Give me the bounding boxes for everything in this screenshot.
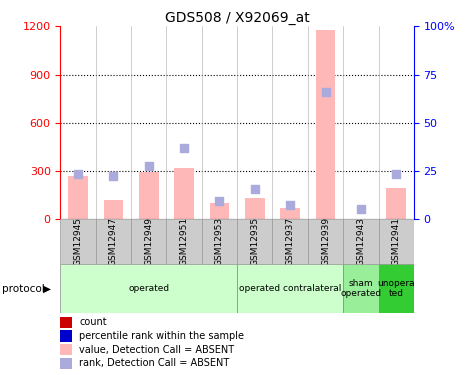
Text: GSM12951: GSM12951 [179,217,189,266]
Bar [60,264,237,313]
Text: count: count [79,317,106,327]
Bar [166,219,202,264]
Bar [386,188,406,219]
Text: sham
operated: sham operated [340,279,381,298]
Bar [60,219,96,264]
Bar [104,200,123,219]
Text: rank, Detection Call = ABSENT: rank, Detection Call = ABSENT [79,358,229,368]
Point [74,171,82,177]
Text: ▶: ▶ [43,284,51,294]
Bar [131,219,166,264]
Text: operated: operated [128,284,169,293]
Bar [280,208,300,219]
Text: GSM12941: GSM12941 [392,217,401,266]
Point [357,206,365,212]
Point [392,171,400,177]
Bar [60,317,72,328]
Text: GSM12947: GSM12947 [109,217,118,266]
Bar [379,219,414,264]
Bar [316,30,335,219]
Point [180,145,188,151]
Text: operated contralateral: operated contralateral [239,284,341,293]
Bar [245,198,265,219]
Point [322,89,329,95]
Bar [60,344,72,355]
Bar [139,172,159,219]
Text: GSM12937: GSM12937 [286,217,295,266]
Bar [68,176,88,219]
Point [145,163,153,169]
Text: GSM12939: GSM12939 [321,217,330,266]
Text: GSM12945: GSM12945 [73,217,83,266]
Text: value, Detection Call = ABSENT: value, Detection Call = ABSENT [79,345,234,355]
Bar [174,168,194,219]
Bar [210,203,229,219]
Title: GDS508 / X92069_at: GDS508 / X92069_at [165,11,310,25]
Bar [202,219,237,264]
Bar [237,219,272,264]
Text: percentile rank within the sample: percentile rank within the sample [79,331,244,341]
Text: GSM12949: GSM12949 [144,217,153,266]
Text: unopera
ted: unopera ted [378,279,415,298]
Text: GSM12943: GSM12943 [356,217,365,266]
Point [286,202,294,208]
Bar [379,264,414,313]
Text: GSM12953: GSM12953 [215,217,224,266]
Bar [96,219,131,264]
Bar [272,219,308,264]
Bar [308,219,343,264]
Point [216,198,223,204]
Bar [343,219,379,264]
Text: GSM12935: GSM12935 [250,217,259,266]
Bar [343,264,379,313]
Bar [60,330,72,342]
Point [251,186,259,192]
Point [110,173,117,179]
Bar [237,264,343,313]
Bar [60,358,72,369]
Text: protocol: protocol [2,284,45,294]
